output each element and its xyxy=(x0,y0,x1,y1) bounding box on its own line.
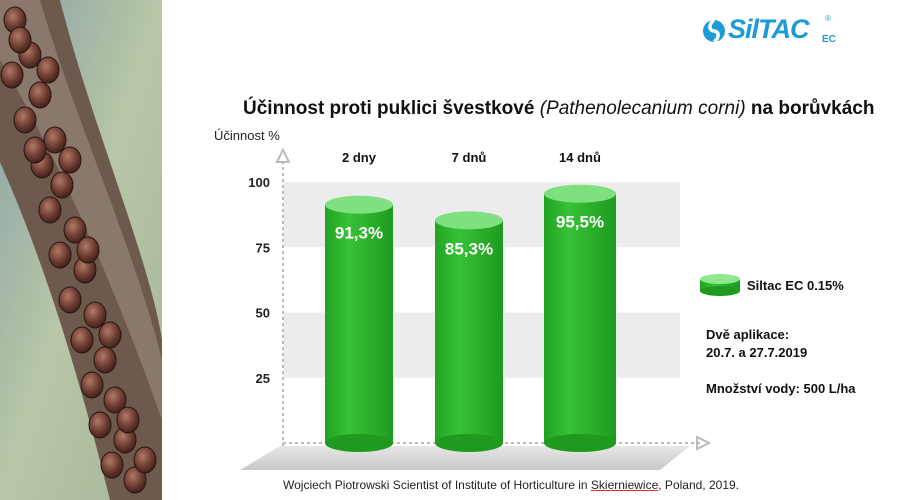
source-citation: Wojciech Piotrowski Scientist of Institu… xyxy=(283,478,739,492)
bar xyxy=(325,195,393,452)
bar xyxy=(435,211,503,452)
category-label: 2 dny xyxy=(342,150,377,165)
category-label: 14 dnů xyxy=(559,150,601,165)
title-suffix: na borůvkách xyxy=(745,98,875,119)
bar-value-label: 95,5% xyxy=(556,213,604,232)
y-axis-arrow xyxy=(275,147,291,163)
y-tick-label: 25 xyxy=(256,371,270,386)
category-label: 7 dnů xyxy=(452,150,487,165)
logo-registered-mark: ® xyxy=(825,14,831,23)
bar-value-label: 85,3% xyxy=(445,239,493,258)
source-before: Wojciech Piotrowski Scientist of Institu… xyxy=(283,478,591,492)
y-axis-label: Účinnost % xyxy=(214,128,280,143)
chart-floor xyxy=(240,446,690,470)
logo-subtitle: EC xyxy=(822,34,836,45)
x-axis-arrow xyxy=(696,435,712,451)
title-prefix: Účinnost proti puklici švestkové xyxy=(243,98,540,119)
legend-swatch xyxy=(700,274,740,296)
siltac-logo-icon xyxy=(703,18,725,44)
applications-line-2: 20.7. a 27.7.2019 xyxy=(706,345,808,360)
y-tick-label: 75 xyxy=(256,240,270,255)
y-tick-label: 100 xyxy=(248,175,270,190)
source-underlined: Skierniewice xyxy=(590,478,659,492)
applications-note: Dvě aplikace: 20.7. a 27.7.2019 xyxy=(706,326,807,362)
water-amount-note: Množství vody: 500 L/ha xyxy=(706,381,856,396)
bar xyxy=(544,184,616,452)
scale-insect-photo xyxy=(0,0,162,500)
y-tick-label: 50 xyxy=(256,306,270,321)
logo-wordmark: SilTAC xyxy=(728,14,809,44)
legend-label: Siltac EC 0.15% xyxy=(747,278,844,293)
source-after: , Poland, 2019. xyxy=(658,478,739,492)
applications-line-1: Dvě aplikace: xyxy=(706,327,790,342)
title-scientific-name: (Pathenolecanium corni) xyxy=(539,98,746,119)
chart-title: Účinnost proti puklici švestkové (Pathen… xyxy=(243,98,874,120)
bar-value-label: 91,3% xyxy=(335,224,383,243)
